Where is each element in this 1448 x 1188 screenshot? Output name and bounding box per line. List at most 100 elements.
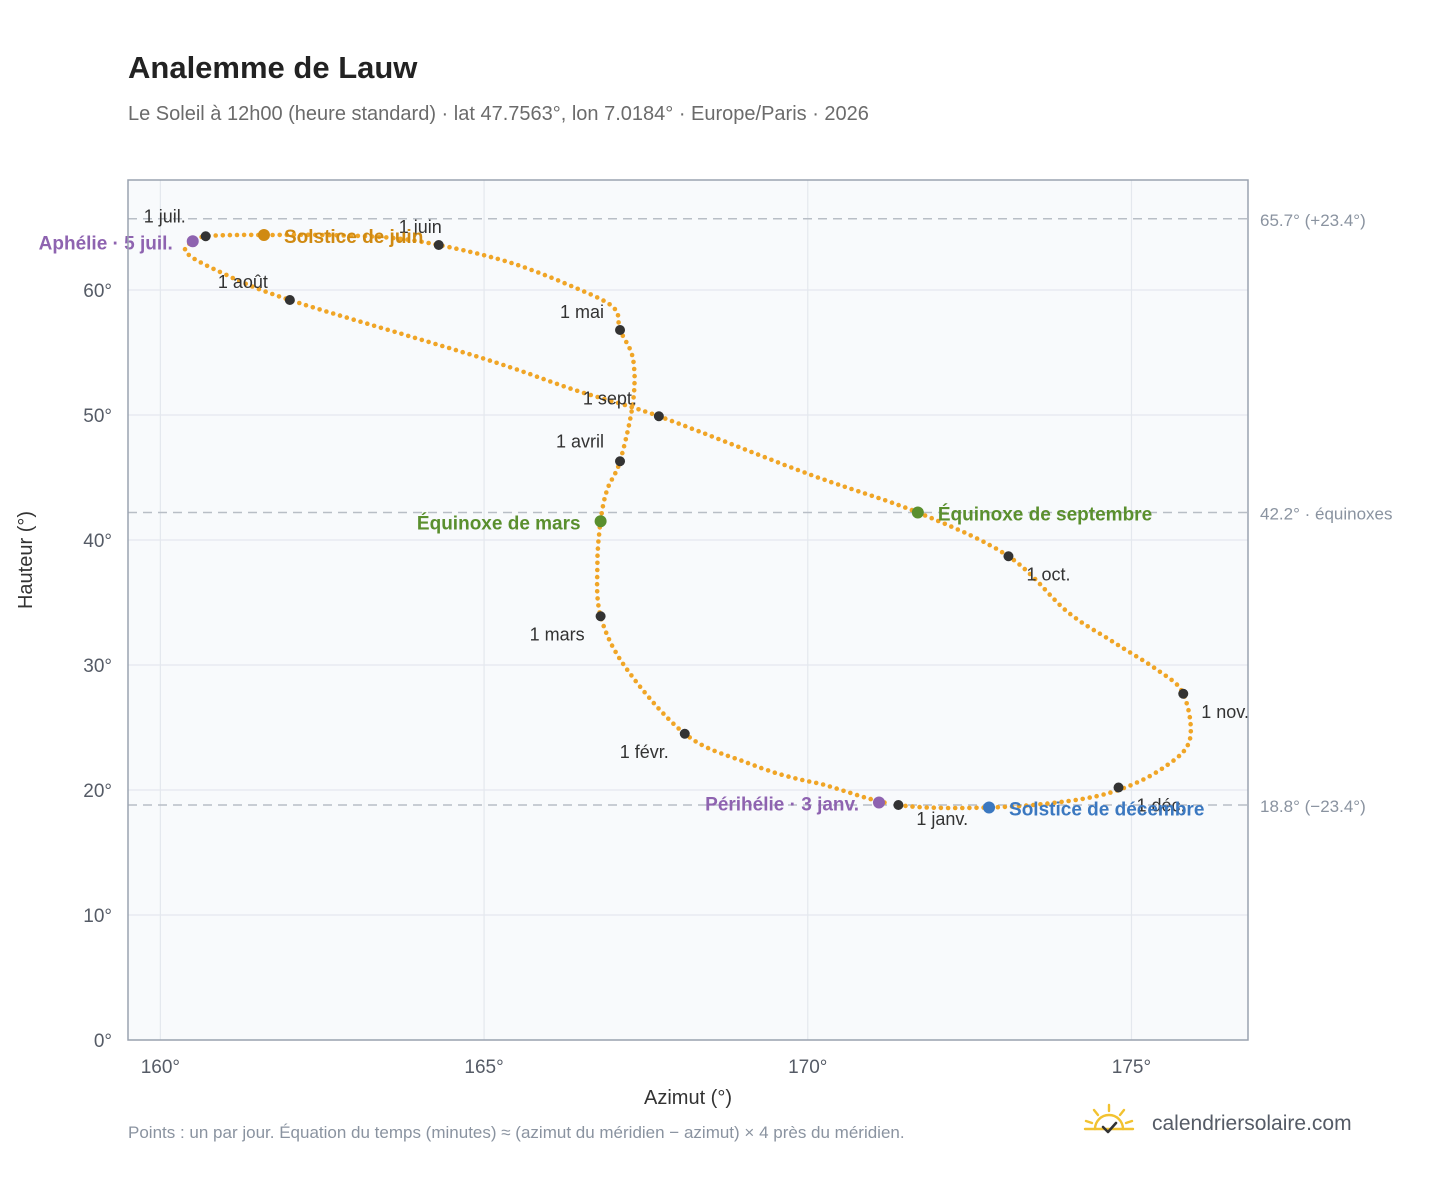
daily-point — [595, 394, 600, 400]
daily-point — [624, 667, 630, 672]
daily-point — [802, 470, 807, 475]
date-labels: 1 janv. 1 févr. 1 mars 1 avril 1 mai 1 juin 1 … — [39, 206, 1249, 829]
daily-point — [765, 768, 771, 773]
daily-point — [917, 804, 922, 810]
daily-point — [1011, 557, 1017, 563]
daily-point — [495, 256, 501, 262]
daily-point — [666, 716, 671, 721]
daily-point — [1091, 627, 1097, 633]
daily-point — [1185, 742, 1191, 748]
month-marker — [1003, 551, 1014, 562]
daily-point — [453, 347, 459, 353]
daily-point — [501, 362, 506, 368]
daily-point — [861, 794, 867, 800]
daily-point — [1115, 642, 1121, 648]
daily-point — [835, 482, 841, 487]
daily-point — [745, 760, 751, 766]
daily-point — [793, 776, 798, 781]
daily-point — [1087, 795, 1092, 800]
daily-point — [629, 673, 634, 678]
daily-point — [277, 232, 283, 238]
daily-point — [297, 300, 302, 306]
brand-name[interactable]: calendriersolaire.com — [1152, 1112, 1352, 1135]
daily-point — [391, 235, 396, 241]
daily-point — [568, 386, 573, 391]
daily-point — [789, 465, 794, 470]
daily-point — [204, 263, 210, 269]
daily-point — [609, 398, 614, 404]
daily-point — [820, 782, 826, 787]
month-label: 1 déc. — [1137, 796, 1186, 816]
daily-point — [1181, 748, 1187, 754]
daily-point — [604, 490, 609, 495]
daily-point — [974, 805, 979, 811]
daily-point — [815, 475, 821, 480]
daily-point — [595, 596, 600, 601]
daily-point — [588, 392, 594, 398]
daily-point — [596, 603, 601, 608]
daily-point — [696, 428, 701, 434]
y-axis-title: Hauteur (°) — [15, 511, 37, 609]
daily-point — [656, 706, 661, 711]
daily-point — [1027, 571, 1033, 577]
daily-point — [378, 325, 384, 331]
daily-point — [620, 450, 625, 456]
daily-point — [310, 305, 316, 310]
daily-point — [1133, 653, 1139, 659]
reference-lines: 65.7° (+23.4°) 42.2° · équinoxes 18.8° (−2… — [128, 211, 1393, 816]
daily-point — [554, 381, 560, 387]
daily-point — [447, 244, 452, 250]
daily-point — [889, 500, 895, 506]
daily-point — [999, 549, 1005, 555]
daily-point — [1094, 793, 1099, 799]
daily-point — [841, 788, 846, 794]
month-marker — [615, 456, 626, 467]
daily-point — [384, 235, 389, 240]
daily-point — [1032, 576, 1038, 582]
daily-point — [243, 281, 248, 287]
daily-point — [630, 402, 635, 407]
daily-point — [236, 278, 242, 284]
daily-point — [616, 320, 621, 325]
daily-point — [1151, 665, 1157, 670]
daily-point — [303, 302, 309, 308]
grid — [128, 180, 1248, 1041]
daily-point — [782, 462, 787, 468]
daily-point — [399, 331, 404, 337]
x-tick-label: 160° — [141, 1057, 180, 1078]
daily-point — [1059, 799, 1064, 805]
daily-point — [581, 390, 587, 396]
daily-point — [1108, 790, 1113, 795]
daily-point — [759, 765, 764, 771]
brand[interactable]: calendriersolaire.com — [1082, 1103, 1352, 1145]
daily-point — [594, 589, 600, 594]
event-marker — [983, 801, 996, 814]
daily-point — [595, 546, 601, 551]
daily-point — [241, 232, 247, 238]
daily-point — [217, 269, 223, 275]
month-marker — [893, 800, 904, 810]
daily-point — [1165, 762, 1170, 768]
daily-point — [568, 283, 574, 289]
daily-point — [813, 780, 819, 786]
daily-point — [632, 380, 637, 386]
daily-point — [522, 265, 528, 270]
footnote: Points : un par jour. Équation du temps … — [128, 1123, 905, 1142]
y-tick-label: 40° — [83, 531, 112, 552]
daily-point — [931, 805, 937, 810]
daily-point — [955, 527, 961, 532]
daily-point — [1169, 677, 1174, 683]
daily-point — [729, 441, 734, 447]
event-label: Équinoxe de septembre — [938, 504, 1152, 526]
axes: 160° 165° 170° 175° 0° 10° 20° 30° 40° 50° 60° Azim… — [15, 281, 1151, 1109]
daily-point — [1017, 562, 1022, 567]
daily-point — [324, 309, 329, 314]
daily-point — [405, 237, 410, 242]
month-label: 1 sept. — [583, 388, 637, 408]
daily-point — [599, 511, 604, 516]
daily-point — [779, 772, 784, 777]
daily-point — [987, 542, 992, 548]
daily-point — [355, 233, 361, 239]
y-tick-label: 30° — [83, 656, 112, 677]
daily-point — [488, 254, 494, 260]
